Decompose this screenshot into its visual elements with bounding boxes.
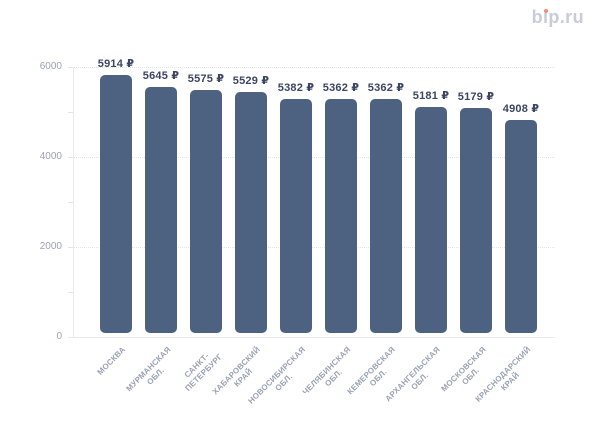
logo-orange-dot-icon (543, 9, 548, 13)
bar[interactable] (325, 99, 357, 333)
bar-value-label: 4908 ₽ (502, 103, 540, 115)
y-axis-label: 4000 (39, 151, 62, 162)
logo-text: p.ru (548, 7, 584, 27)
bar-value-label: 5362 ₽ (322, 82, 360, 94)
bar[interactable] (145, 87, 177, 333)
bar-value-label: 5645 ₽ (142, 70, 180, 82)
y-axis-tick (68, 247, 73, 248)
bar-value-label: 5914 ₽ (97, 58, 135, 70)
y-axis-label: 2000 (39, 241, 62, 252)
y-axis-label: 6000 (39, 61, 62, 72)
bar[interactable] (280, 99, 312, 333)
y-axis-tick (68, 292, 73, 293)
bar[interactable] (460, 108, 492, 333)
x-axis-label: МОСКВА (96, 345, 128, 377)
y-axis-line (73, 67, 74, 337)
x-axis-label: МУРМАНСКАЯ ОБЛ. (124, 345, 179, 400)
logo-letter-i: ı (542, 7, 549, 27)
bar-value-label: 5575 ₽ (187, 73, 225, 85)
y-axis-tick (68, 157, 73, 158)
bar[interactable] (100, 75, 132, 333)
bar-value-label: 5181 ₽ (412, 90, 450, 102)
bip-logo: bı p.ru (532, 6, 584, 28)
bar-value-label: 5362 ₽ (367, 82, 405, 94)
bar-value-label: 5382 ₽ (277, 82, 315, 94)
bar[interactable] (370, 99, 402, 333)
y-axis-tick (68, 202, 73, 203)
bar[interactable] (505, 120, 537, 333)
logo-text: b (531, 7, 543, 27)
y-axis-label: 0 (56, 331, 62, 342)
bar[interactable] (415, 107, 447, 333)
bar[interactable] (190, 90, 222, 333)
x-axis-label-line: МОСКВА (95, 345, 128, 377)
y-axis-tick (68, 67, 73, 68)
gridline (73, 247, 555, 248)
bar[interactable] (235, 92, 267, 333)
gridline (73, 157, 555, 158)
x-axis-line (68, 337, 555, 338)
bar-value-label: 5179 ₽ (457, 91, 495, 103)
y-axis-tick (68, 112, 73, 113)
bar-value-label: 5529 ₽ (232, 75, 270, 87)
gridline (73, 67, 555, 68)
